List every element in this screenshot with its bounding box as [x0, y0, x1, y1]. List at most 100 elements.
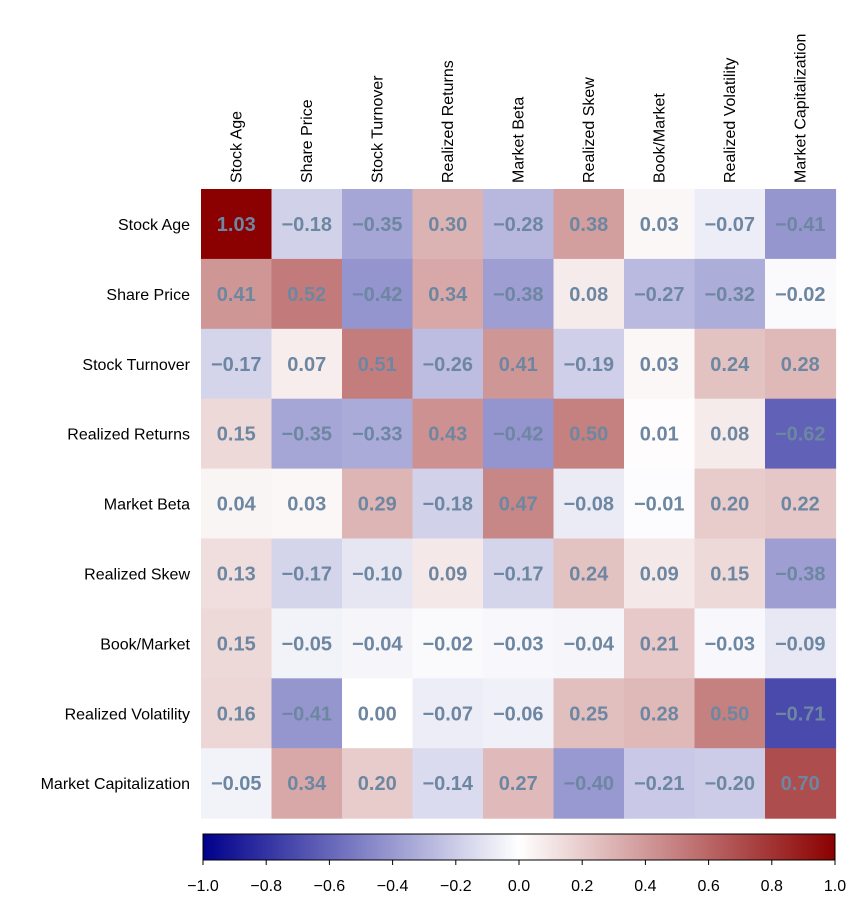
heatmap-cell-realized-skew-market-beta	[483, 538, 555, 609]
cell-value-label: 0.27	[499, 773, 538, 795]
row-label-stock-age: Stock Age	[118, 217, 190, 234]
cell-value-label: 0.50	[710, 703, 749, 725]
cell-value-label: −0.27	[634, 284, 685, 306]
cell-value-label: 0.41	[499, 354, 538, 376]
heatmap-cell-book-market-realized-returns	[412, 608, 484, 679]
column-label-share-price: Share Price	[299, 99, 316, 183]
heatmap-cell-realized-volatility-market-capitalization	[765, 678, 837, 749]
cell-value-label: 0.00	[358, 703, 397, 725]
heatmap-cell-market-capitalization-market-capitalization	[765, 748, 837, 819]
heatmap-cell-market-beta-stock-turnover	[342, 468, 414, 540]
cell-value-label: −0.17	[281, 563, 332, 585]
column-label-realized-volatility: Realized Volatility	[722, 58, 739, 183]
heatmap-cell-realized-skew-realized-volatility	[694, 538, 766, 609]
cell-value-label: 0.34	[287, 773, 327, 795]
cell-value-label: −0.05	[281, 633, 332, 655]
heatmap-cell-realized-returns-stock-turnover	[342, 398, 414, 470]
cell-value-label: 0.43	[428, 424, 467, 446]
cell-value-label: 0.20	[710, 494, 749, 516]
heatmap-cell-stock-turnover-realized-returns	[412, 328, 484, 400]
colorbar-tick-label: 0.8	[761, 878, 783, 895]
heatmap-cell-market-capitalization-realized-skew	[553, 748, 625, 819]
cell-value-label: −0.03	[493, 633, 544, 655]
colorbar-tick-label: 0.4	[634, 878, 656, 895]
cell-value-label: −0.42	[352, 284, 403, 306]
heatmap-cell-book-market-market-capitalization	[765, 608, 837, 679]
heatmap-cell-realized-returns-realized-returns	[412, 398, 484, 470]
colorbar-tick-label: 1.0	[824, 878, 846, 895]
cell-value-label: −0.17	[493, 563, 544, 585]
cell-value-label: −0.42	[493, 424, 544, 446]
cell-value-label: −0.06	[493, 703, 544, 725]
cell-value-label: 0.03	[287, 494, 326, 516]
colorbar-tick-label: −0.2	[440, 878, 472, 895]
colorbar-tick-label: 0.0	[508, 878, 530, 895]
colorbar-tick-label: −0.8	[250, 878, 282, 895]
cell-value-label: −0.04	[352, 633, 403, 655]
row-label-market-capitalization: Market Capitalization	[41, 776, 190, 793]
heatmap-cell-market-beta-book-market	[624, 468, 696, 540]
heatmap-cell-share-price-market-capitalization	[765, 258, 837, 330]
row-label-book-market: Book/Market	[100, 636, 190, 653]
cell-value-label: −0.41	[281, 703, 332, 725]
row-label-realized-returns: Realized Returns	[67, 427, 190, 444]
cell-value-label: 0.52	[287, 284, 326, 306]
column-label-market-capitalization: Market Capitalization	[792, 34, 809, 183]
heatmap-cell-realized-returns-market-capitalization	[765, 398, 837, 470]
colorbar-tick-label: 0.6	[697, 878, 719, 895]
heatmap-cell-realized-volatility-realized-skew	[553, 678, 625, 749]
heatmap-cell-realized-skew-realized-returns	[412, 538, 484, 609]
cell-value-label: 0.09	[428, 563, 467, 585]
heatmap-cell-stock-age-book-market	[624, 189, 696, 260]
column-label-realized-skew: Realized Skew	[581, 77, 598, 183]
heatmap-cell-share-price-stock-turnover	[342, 258, 414, 330]
heatmap-cell-realized-skew-stock-turnover	[342, 538, 414, 609]
cell-value-label: 0.08	[569, 284, 608, 306]
cell-value-label: 0.30	[428, 214, 467, 236]
cell-value-label: −0.71	[775, 703, 826, 725]
heatmap-cell-stock-age-realized-skew	[553, 189, 625, 260]
cell-value-label: −0.02	[775, 284, 826, 306]
column-label-stock-turnover: Stock Turnover	[369, 75, 386, 183]
cell-value-label: 0.24	[569, 563, 609, 585]
heatmap-cell-stock-age-market-capitalization	[765, 189, 837, 260]
heatmap-cell-stock-turnover-market-capitalization	[765, 328, 837, 400]
heatmap-cell-stock-turnover-realized-skew	[553, 328, 625, 400]
cell-value-label: 0.04	[217, 494, 257, 516]
heatmap-cell-values: 1.03 −0.18 −0.35 0.30 −0.28 0.38 0.03 −0.07 −0.4…	[211, 214, 826, 795]
heatmap-cell-stock-turnover-market-beta	[483, 328, 555, 400]
heatmap-cell-realized-skew-share-price	[271, 538, 343, 609]
cell-value-label: −0.19	[563, 354, 614, 376]
cell-value-label: 0.24	[710, 354, 750, 376]
cell-value-label: −0.20	[704, 773, 755, 795]
heatmap-cell-realized-volatility-book-market	[624, 678, 696, 749]
cell-value-label: 0.01	[640, 424, 679, 446]
heatmap-cell-realized-volatility-stock-age	[201, 678, 273, 749]
cell-value-label: −0.26	[422, 354, 473, 376]
colorbar-tick-label: −0.4	[377, 878, 409, 895]
heatmap-cell-realized-skew-stock-age	[201, 538, 273, 609]
heatmap-cell-market-beta-stock-age	[201, 468, 273, 540]
cell-value-label: −0.28	[493, 214, 544, 236]
colorbar-tick-label: −1.0	[187, 878, 219, 895]
cell-value-label: −0.05	[211, 773, 262, 795]
heatmap-cell-realized-returns-share-price	[271, 398, 343, 470]
cell-value-label: −0.18	[422, 494, 473, 516]
heatmap-cell-stock-age-stock-turnover	[342, 189, 414, 260]
cell-value-label: 0.29	[358, 494, 397, 516]
cell-value-label: −0.03	[704, 633, 755, 655]
cell-value-label: 0.15	[217, 424, 256, 446]
heatmap-cell-realized-returns-realized-volatility	[694, 398, 766, 470]
heatmap-cell-book-market-book-market	[624, 608, 696, 679]
heatmap-cell-realized-volatility-realized-volatility	[694, 678, 766, 749]
heatmap-cell-stock-age-market-beta	[483, 189, 555, 260]
cell-value-label: 0.50	[569, 424, 608, 446]
cell-value-label: −0.21	[634, 773, 685, 795]
cell-value-label: 0.08	[710, 424, 749, 446]
heatmap-cell-market-capitalization-realized-volatility	[694, 748, 766, 819]
cell-value-label: −0.33	[352, 424, 403, 446]
column-label-realized-returns: Realized Returns	[440, 60, 457, 183]
heatmap-cell-realized-skew-market-capitalization	[765, 538, 837, 609]
